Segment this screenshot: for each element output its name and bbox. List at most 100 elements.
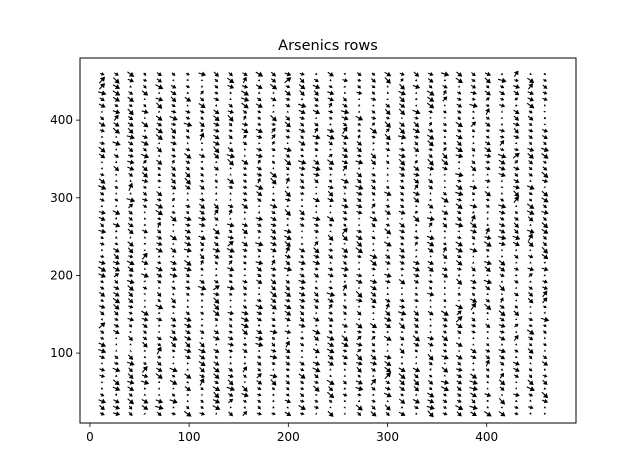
quiver-arrow (514, 349, 519, 353)
quiver-arrow (271, 336, 276, 340)
quiver-arrow (441, 310, 449, 316)
quiver-arrow (169, 235, 178, 241)
quiver-arrow (470, 411, 477, 416)
quiver-arrow (498, 229, 506, 234)
quiver-arrow (470, 165, 477, 172)
quiver-arrow (113, 292, 120, 297)
quiver-arrow (157, 387, 161, 390)
quiver-arrow (455, 147, 464, 152)
quiver-arrow (284, 291, 292, 297)
quiver-arrow (227, 235, 234, 240)
quiver-arrow (442, 89, 447, 96)
quiver-arrow (486, 210, 489, 214)
quiver-arrow (356, 273, 363, 278)
quiver-arrow (114, 279, 119, 284)
quiver-arrow (398, 411, 406, 417)
quiver-arrow (386, 399, 389, 403)
quiver-arrow (356, 335, 362, 341)
quiver-arrow (483, 279, 493, 285)
quiver-arrow (127, 141, 134, 146)
quiver-arrow (242, 366, 248, 373)
quiver-arrow (185, 72, 190, 76)
quiver-arrow (357, 110, 361, 113)
quiver-arrow (114, 317, 119, 321)
quiver-arrow (370, 159, 376, 166)
quiver-arrow (100, 298, 105, 302)
quiver-arrow (427, 379, 434, 385)
quiver-arrow (413, 235, 420, 240)
quiver-arrow (342, 103, 348, 108)
quiver-arrow (441, 379, 450, 385)
quiver-arrow (313, 229, 320, 234)
quiver-arrow (157, 393, 161, 396)
quiver-arrow (456, 267, 462, 271)
quiver-arrow (185, 204, 191, 208)
quiver-arrow (456, 386, 462, 392)
quiver-arrow (213, 115, 220, 122)
quiver-arrow (413, 260, 420, 266)
quiver-arrow (112, 90, 121, 96)
quiver-arrow (414, 159, 418, 164)
quiver-arrow (371, 367, 376, 372)
quiver-arrow (227, 84, 235, 89)
quiver-arrow (483, 241, 492, 247)
quiver-arrow (500, 116, 503, 120)
quiver-arrow (512, 361, 520, 366)
quiver-arrow (414, 97, 418, 101)
quiver-arrow (400, 362, 403, 365)
quiver-arrow (472, 255, 475, 258)
quiver-arrow (456, 330, 462, 334)
x-tick-label: 100 (178, 430, 201, 444)
quiver-arrow (269, 83, 278, 90)
quiver-arrow (385, 103, 391, 108)
quiver-arrow (313, 159, 320, 165)
quiver-arrow (115, 236, 118, 239)
quiver-arrow (256, 380, 263, 385)
quiver-arrow (171, 305, 176, 309)
quiver-arrow (384, 372, 391, 380)
quiver-arrow (357, 104, 361, 107)
quiver-arrow (343, 330, 347, 333)
quiver-arrow (371, 135, 376, 139)
quiver-arrow (170, 260, 177, 265)
quiver-arrow (512, 152, 520, 159)
quiver-arrow (285, 153, 291, 158)
quiver-arrow (355, 115, 364, 121)
quiver-arrow (529, 72, 533, 75)
quiver-arrow (471, 116, 475, 120)
quiver-arrow (486, 399, 489, 403)
quiver-arrow (541, 146, 549, 153)
quiver-arrow (385, 160, 390, 165)
quiver-arrow (428, 178, 434, 184)
quiver-arrow (143, 412, 146, 415)
quiver-arrow (415, 305, 418, 308)
quiver-arrow (543, 405, 546, 409)
quiver-arrow (243, 274, 246, 277)
quiver-arrow (442, 122, 447, 126)
quiver-arrow (300, 242, 304, 245)
quiver-arrow (257, 122, 262, 126)
quiver-arrow (328, 123, 332, 126)
quiver-arrow (384, 71, 392, 77)
quiver-arrow (257, 386, 262, 391)
quiver-arrow (486, 330, 489, 333)
quiver-arrow (385, 303, 390, 310)
quiver-arrow (99, 373, 106, 378)
quiver-arrow (284, 411, 292, 416)
quiver-arrow (470, 84, 477, 89)
quiver-arrow (270, 114, 277, 122)
quiver-arrow (243, 254, 247, 258)
quiver-arrow (271, 160, 276, 164)
quiver-arrow (228, 260, 233, 265)
quiver-arrow (200, 267, 204, 271)
quiver-arrow (471, 147, 476, 152)
quiver-arrow (500, 179, 503, 182)
quiver-arrow (499, 216, 505, 221)
quiver-arrow (272, 311, 275, 315)
quiver-arrow (112, 266, 121, 272)
quiver-arrow (428, 374, 433, 378)
quiver-arrow (256, 198, 262, 202)
quiver-arrow (286, 185, 289, 189)
quiver-arrow (399, 96, 405, 103)
